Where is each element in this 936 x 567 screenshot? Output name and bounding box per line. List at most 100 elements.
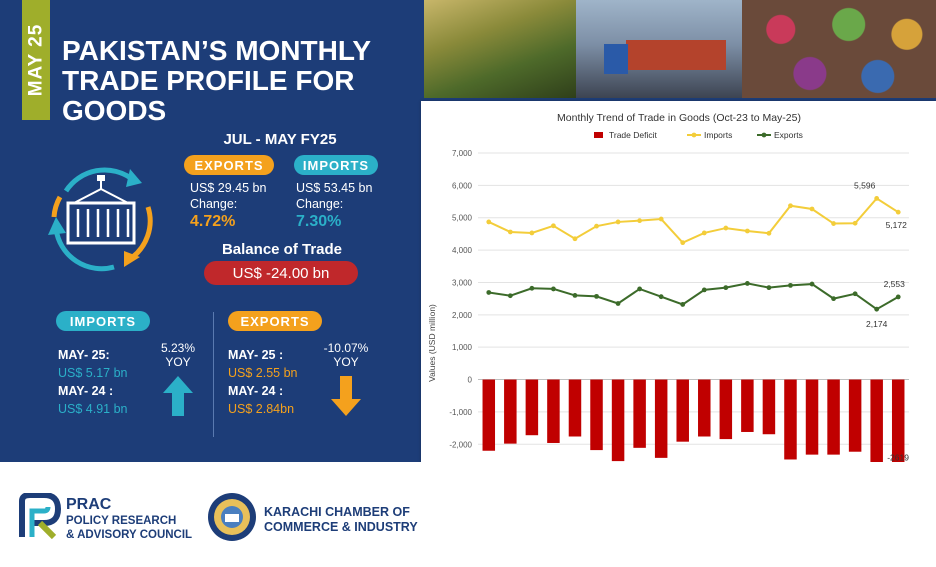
column-divider xyxy=(213,312,214,437)
exports-point xyxy=(744,281,750,286)
page-title: PAKISTAN’S MONTHLY TRADE PROFILE FOR GOO… xyxy=(62,35,371,126)
y-axis-label: Values (USD million) xyxy=(427,304,437,382)
kcci-line2: COMMERCE & INDUSTRY xyxy=(264,520,418,534)
exports-cur-label: MAY- 25 : xyxy=(228,348,284,362)
month-badge: MAY 25 xyxy=(22,0,50,120)
legend-label: Trade Deficit xyxy=(609,130,658,140)
container-cycle-icon xyxy=(48,167,153,272)
ytd-exports-change: 4.72% xyxy=(190,213,236,230)
exports-cur-value: US$ 2.55 bn xyxy=(228,366,298,380)
deficit-bar xyxy=(547,379,560,443)
deficit-bar xyxy=(676,379,689,442)
ytd-imports-change-label: Change: xyxy=(296,197,344,211)
imports-point xyxy=(701,230,707,236)
exports-point xyxy=(788,282,793,288)
imports-point xyxy=(615,219,621,225)
exports-point xyxy=(680,302,686,307)
monthly-imports-pill: IMPORTS xyxy=(56,311,150,331)
y-tick-label: 1,000 xyxy=(452,343,473,352)
y-tick-label: 5,000 xyxy=(452,214,473,223)
deficit-bar xyxy=(698,379,711,437)
imports-point xyxy=(809,206,815,212)
imports-yoy-pct: 5.23% xyxy=(160,341,196,355)
imports-point xyxy=(874,196,880,201)
legend-swatch-point xyxy=(691,132,697,138)
chart-gridlines xyxy=(478,152,909,510)
exports-point xyxy=(874,306,880,312)
imports-point xyxy=(507,229,513,235)
monthly-exports-block: MAY- 25 : US$ 2.55 bn MAY- 24 : US$ 2.84… xyxy=(228,346,298,418)
prac-line2: & ADVISORY COUNCIL xyxy=(66,529,193,541)
data-label: 2,174 xyxy=(866,319,888,329)
y-tick-label: 3,000 xyxy=(452,278,473,287)
deficit-bar xyxy=(741,379,754,432)
imports-yoy: 5.23% YOY xyxy=(150,341,206,369)
exports-line xyxy=(488,282,899,311)
y-tick-label: 6,000 xyxy=(452,181,473,190)
exports-point xyxy=(809,281,815,287)
deficit-bar xyxy=(719,379,733,440)
deficit-bar xyxy=(654,379,668,458)
exports-point xyxy=(852,291,858,297)
deficit-bar xyxy=(784,379,797,460)
imports-point xyxy=(680,240,686,246)
imports-point xyxy=(572,236,578,242)
ytd-exports-value: US$ 29.45 bn xyxy=(190,181,267,195)
exports-point xyxy=(551,286,556,292)
deficit-bar xyxy=(827,379,840,455)
container-truck-photo xyxy=(576,0,742,98)
imports-point xyxy=(637,218,643,224)
exports-point xyxy=(572,293,578,298)
prac-name: PRAC xyxy=(66,496,112,513)
chart-legend: Trade Deficit Imports Exports xyxy=(594,130,803,140)
legend-label: Exports xyxy=(774,130,803,140)
chart-title: Monthly Trend of Trade in Goods (Oct-23 … xyxy=(557,112,801,124)
ytd-exports-pill: EXPORTS xyxy=(184,155,274,175)
exports-point xyxy=(831,296,836,302)
kcci-seal-icon xyxy=(208,493,256,541)
prac-logo-text: PRAC POLICY RESEARCH & ADVISORY COUNCIL xyxy=(66,496,192,542)
imports-point xyxy=(658,216,664,222)
exports-point xyxy=(486,290,492,295)
deficit-bar xyxy=(848,379,862,452)
exports-point xyxy=(723,285,729,291)
kcci-line1: KARACHI CHAMBER OF xyxy=(264,505,410,519)
exports-point xyxy=(658,294,664,300)
arrow-down-icon xyxy=(331,376,361,416)
imports-cur-label: MAY- 25: xyxy=(58,348,110,362)
legend-swatch-point xyxy=(761,132,767,138)
exports-point xyxy=(507,293,513,299)
prac-line1: POLICY RESEARCH xyxy=(66,515,177,527)
imports-point xyxy=(744,228,750,234)
ytd-imports-value: US$ 53.45 bn xyxy=(296,181,373,195)
ytd-exports-change-label: Change: xyxy=(190,197,238,211)
deficit-bar xyxy=(590,379,603,451)
monthly-imports-block: MAY- 25: US$ 5.17 bn MAY- 24 : US$ 4.91 … xyxy=(58,346,128,418)
exports-prev-value: US$ 2.84bn xyxy=(228,402,295,416)
deficit-bar xyxy=(525,379,539,436)
kcci-logo-text: KARACHI CHAMBER OF COMMERCE & INDUSTRY xyxy=(264,505,418,535)
exports-point xyxy=(594,293,599,299)
y-tick-label: 0 xyxy=(468,376,473,385)
y-tick-label: 2,000 xyxy=(452,311,473,320)
series-lines xyxy=(486,196,901,312)
rice-field-photo xyxy=(424,0,576,98)
deficit-bar xyxy=(762,379,776,435)
deficit-bars xyxy=(482,379,905,491)
deficit-bar xyxy=(633,379,646,448)
textile-spools-photo xyxy=(742,0,936,98)
y-tick-label: 7,000 xyxy=(452,149,473,158)
imports-point xyxy=(723,225,729,231)
imports-point xyxy=(895,209,901,215)
imports-point xyxy=(529,230,535,236)
footer xyxy=(0,462,936,567)
deficit-bar xyxy=(482,379,496,451)
ytd-imports-change: 7.30% xyxy=(296,213,342,230)
exports-yoy: -10.07% YOY xyxy=(316,341,376,369)
balance-value: US$ -24.00 bn xyxy=(204,261,358,285)
exports-point xyxy=(637,286,643,292)
period-label: JUL - MAY FY25 xyxy=(223,131,337,148)
exports-prev-label: MAY- 24 : xyxy=(228,384,284,398)
data-label: 5,172 xyxy=(886,220,908,230)
exports-point xyxy=(615,301,621,306)
